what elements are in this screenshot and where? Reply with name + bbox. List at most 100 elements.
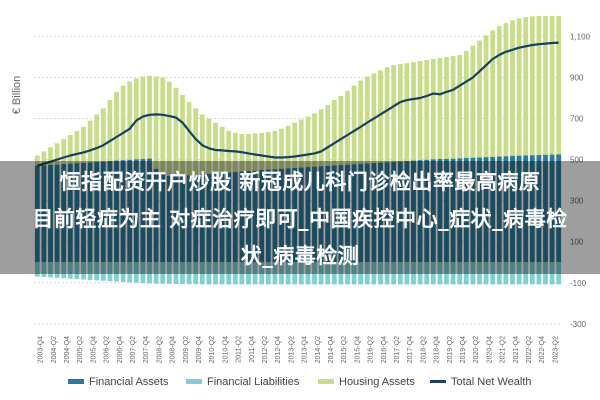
bar-housing-assets: [536, 15, 542, 263]
bar-financial-assets: [397, 161, 403, 263]
bar-financial-liabilities: [338, 262, 344, 285]
bar-financial-assets: [48, 164, 53, 263]
bar-housing-assets: [470, 45, 476, 263]
bar-financial-liabilities: [279, 262, 284, 285]
bar-financial-assets: [133, 159, 139, 263]
x-tick-label: 2017-Q2: [394, 336, 401, 363]
bar-financial-assets: [411, 160, 416, 263]
legend-swatch-financial-liabilities: [186, 378, 202, 384]
bar-financial-assets: [358, 163, 364, 263]
bar-financial-liabilities: [153, 262, 159, 284]
bar-housing-assets: [510, 20, 515, 263]
bar-financial-liabilities: [285, 262, 291, 285]
bar-financial-assets: [384, 162, 390, 263]
bar-financial-assets: [444, 158, 449, 263]
bar-financial-liabilities: [371, 262, 377, 285]
bar-financial-liabilities: [457, 262, 463, 285]
bar-housing-assets: [556, 15, 562, 263]
x-tick-label: 2009-Q4: [196, 336, 203, 363]
bar-financial-liabilities: [450, 262, 456, 285]
overlay-line-2[interactable]: 目前轻症为主 对症治疗即可_中国疾控中心_症状_病毒检: [32, 207, 568, 231]
bar-financial-liabilities: [193, 262, 199, 285]
bar-financial-liabilities: [345, 262, 350, 285]
bar-financial-assets: [74, 163, 80, 263]
bar-financial-liabilities: [477, 262, 482, 285]
bar-financial-liabilities: [483, 262, 489, 285]
bar-financial-liabilities: [417, 262, 423, 285]
bar-financial-assets: [252, 170, 258, 263]
legend-label: Housing Assets: [339, 376, 415, 388]
x-tick-label: 2004-Q2: [51, 336, 58, 363]
legend-item-total-net-wealth: Total Net Wealth: [430, 376, 532, 388]
x-tick-label: 2018-Q2: [420, 336, 427, 363]
bar-financial-liabilities: [160, 262, 166, 284]
bar-financial-assets: [140, 158, 146, 263]
bar-financial-assets: [127, 159, 133, 263]
bar-financial-liabilities: [325, 262, 331, 285]
bar-financial-assets: [312, 166, 317, 263]
bar-housing-assets: [523, 17, 529, 263]
legend-item-housing-assets: Housing Assets: [318, 376, 415, 388]
bar-financial-assets: [424, 159, 430, 263]
legend-label: Total Net Wealth: [451, 376, 532, 388]
x-tick-label: 2004-Q4: [64, 336, 71, 363]
x-tick-label: 2009-Q2: [183, 336, 190, 363]
bar-financial-liabilities: [529, 262, 535, 285]
bar-financial-assets: [232, 172, 238, 263]
bar-housing-assets: [166, 81, 172, 263]
bar-financial-assets: [265, 169, 271, 263]
bar-financial-assets: [437, 158, 443, 263]
bar-financial-liabilities: [331, 262, 337, 285]
bar-financial-liabilities: [239, 262, 245, 285]
bar-financial-liabilities: [226, 262, 232, 285]
bar-financial-liabilities: [463, 262, 469, 285]
bar-financial-liabilities: [430, 262, 436, 285]
x-tick-label: 2012-Q2: [262, 336, 269, 363]
bar-financial-assets: [417, 160, 423, 263]
bar-financial-assets: [463, 157, 469, 263]
bar-financial-liabilities: [140, 262, 146, 284]
bar-financial-liabilities: [48, 262, 53, 278]
bar-financial-liabilities: [41, 262, 47, 278]
bar-financial-liabilities: [364, 262, 370, 285]
y-tick-label: 300: [570, 197, 584, 206]
y-tick-label: -100: [570, 279, 587, 288]
bar-financial-liabilities: [496, 262, 502, 285]
x-tick-label: 2010-Q4: [222, 336, 229, 363]
bar-financial-assets: [226, 172, 232, 263]
bar-financial-assets: [107, 161, 113, 263]
bar-financial-assets: [318, 166, 324, 263]
bar-financial-liabilities: [74, 262, 80, 280]
legend-label: Financial Assets: [89, 376, 169, 388]
bar-financial-assets: [120, 160, 126, 263]
bar-financial-assets: [246, 171, 251, 263]
bar-financial-assets: [430, 159, 436, 263]
bar-financial-liabilities: [556, 262, 562, 285]
bar-housing-assets: [173, 87, 179, 263]
bar-financial-assets: [272, 169, 278, 263]
x-tick-label: 2015-Q4: [354, 336, 361, 363]
x-tick-label: 2019-Q2: [447, 336, 454, 363]
bar-financial-liabilities: [206, 262, 212, 285]
bar-financial-assets: [391, 161, 397, 263]
bar-housing-assets: [543, 15, 548, 263]
bar-housing-assets: [516, 18, 522, 263]
bar-financial-assets: [34, 165, 40, 263]
bar-financial-assets: [529, 155, 535, 263]
overlay-line-3[interactable]: 状_病毒检测: [240, 244, 360, 268]
bar-financial-assets: [199, 174, 205, 263]
bar-housing-assets: [490, 30, 496, 263]
y-tick-label: 900: [570, 73, 584, 82]
bar-financial-assets: [153, 168, 159, 263]
bar-financial-liabilities: [166, 262, 172, 284]
overlay-line-1[interactable]: 恒指配资开户炒股 新冠成儿科门诊检出率最高病原: [59, 170, 541, 194]
x-tick-label: 2005-Q4: [90, 336, 97, 363]
bar-financial-assets: [298, 167, 304, 263]
x-tick-label: 2007-Q4: [143, 336, 150, 363]
bar-financial-liabilities: [272, 262, 278, 285]
bar-financial-assets: [338, 165, 344, 263]
bar-financial-liabilities: [351, 262, 357, 285]
bar-financial-liabilities: [127, 262, 133, 283]
bar-financial-liabilities: [536, 262, 542, 285]
bar-financial-assets: [219, 173, 225, 263]
